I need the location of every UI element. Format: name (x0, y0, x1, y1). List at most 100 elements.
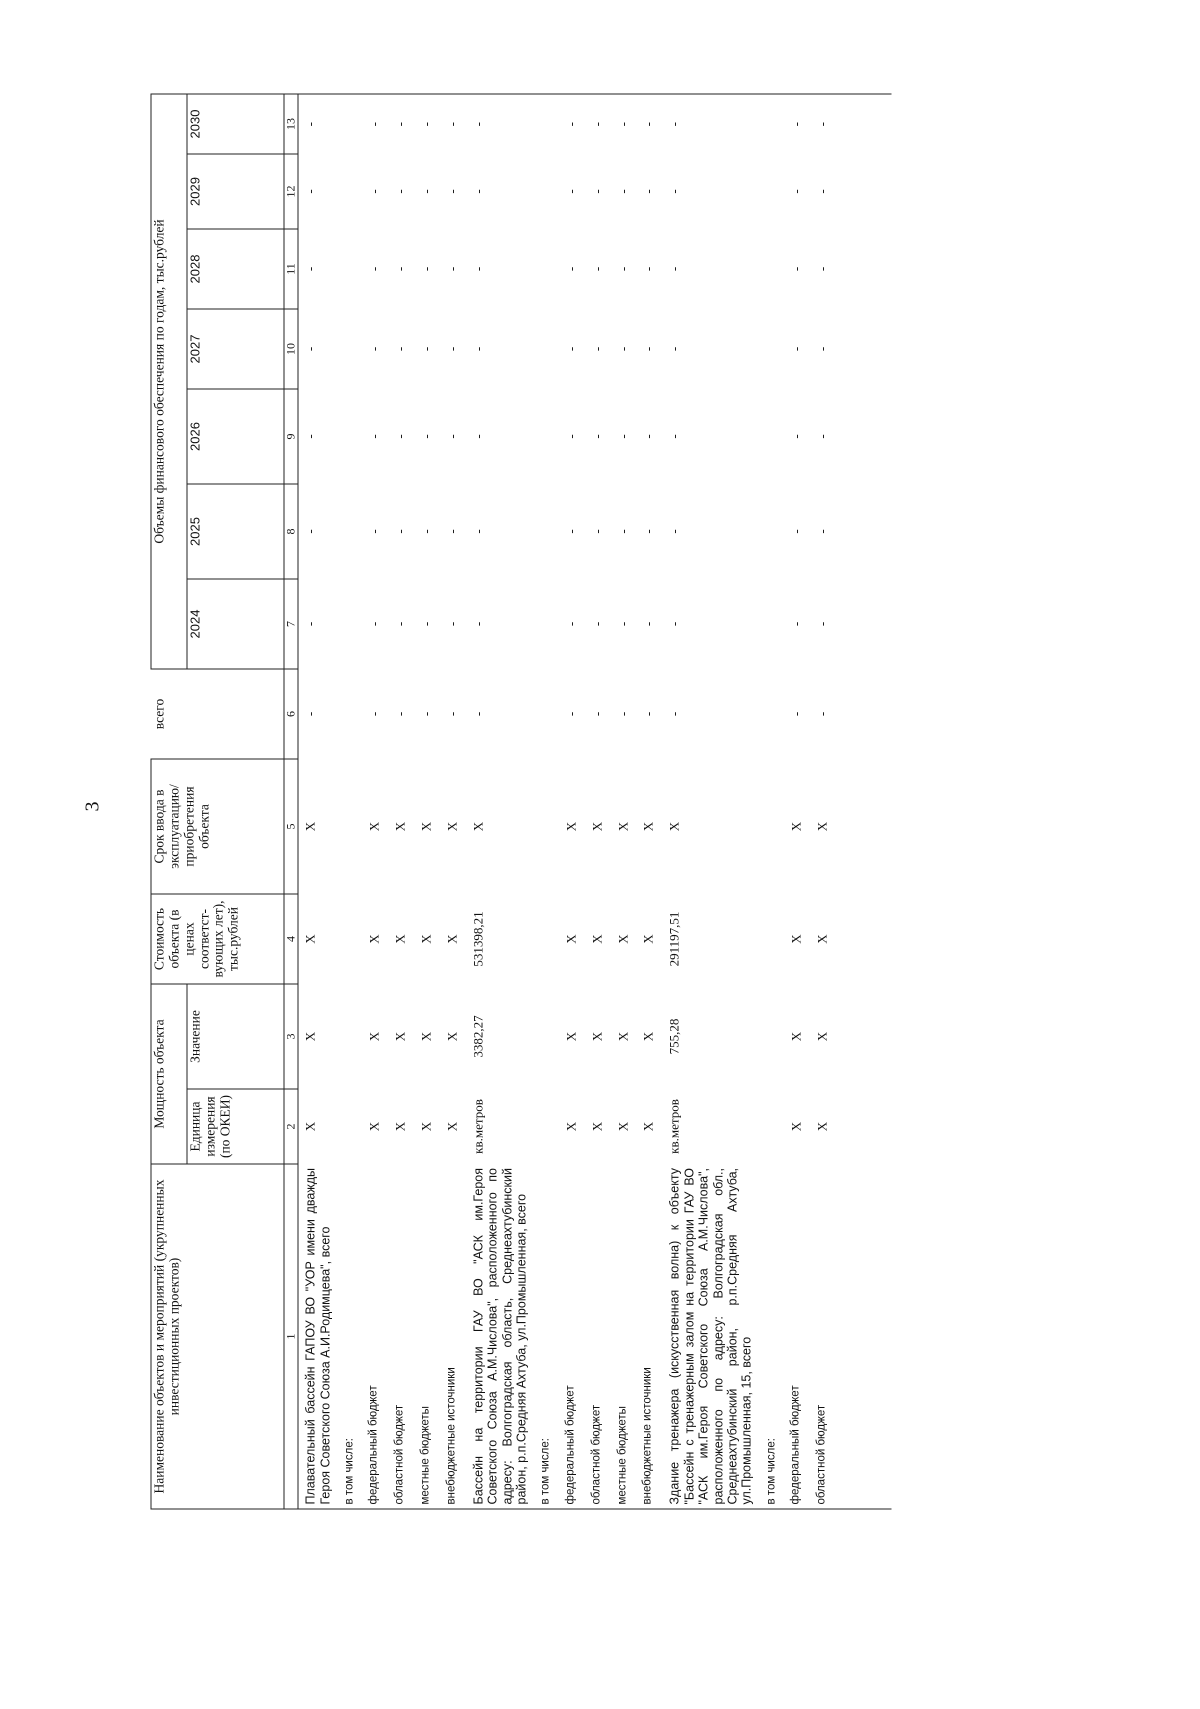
cell: - (615, 621, 630, 627)
row-name: областной бюджет (810, 1164, 892, 1509)
cell: X (589, 934, 605, 944)
cell: X (366, 1031, 382, 1042)
cell: X (563, 1031, 579, 1042)
cell: X (418, 1121, 434, 1132)
cell (535, 484, 559, 579)
cell: - (611, 93, 637, 154)
cell: - (366, 434, 382, 439)
table-row: внебюджетные источники X X X X - - - - - - - - (440, 93, 467, 1509)
cell (535, 389, 559, 484)
cell: 291197,51 (666, 911, 682, 967)
cell (338, 894, 362, 984)
cell: - (366, 621, 382, 627)
cell: X (392, 934, 408, 944)
cell: - (392, 434, 408, 439)
cell: - (589, 346, 605, 352)
cell: - (440, 93, 467, 154)
cell: X (418, 1031, 434, 1042)
cell: - (392, 266, 408, 272)
cell: - (615, 266, 630, 272)
cell: X (640, 1031, 656, 1042)
cell: - (444, 621, 460, 627)
cell (338, 484, 362, 579)
investment-objects-table: Наименование объектов и мероприятий (укр… (151, 93, 892, 1509)
column-number: 7 (284, 579, 299, 669)
table-row: местные бюджеты X X X X - - - - - - - - (611, 93, 637, 1509)
row-name: федеральный бюджет (784, 1164, 811, 1509)
column-number: 8 (284, 484, 299, 579)
cell (535, 759, 559, 894)
cell: - (366, 529, 382, 534)
table-row: Здание тренажера (искусственная волна) к… (662, 93, 761, 1509)
cell: - (640, 711, 656, 717)
cell: - (302, 434, 318, 439)
cell: X (589, 821, 605, 832)
cell: X (615, 1031, 630, 1042)
cell: X (615, 821, 630, 832)
cell: - (666, 434, 682, 439)
cell: - (814, 266, 830, 272)
cell: - (615, 346, 630, 352)
cell (338, 309, 362, 389)
cell: - (788, 621, 804, 627)
cell: X (444, 1121, 460, 1132)
header-year: 2024 (187, 579, 284, 669)
cell: - (814, 434, 830, 439)
cell: - (559, 93, 586, 154)
cell: - (662, 93, 761, 154)
cell: X (563, 934, 579, 944)
cell: - (640, 434, 656, 439)
table-row: Плавательный бассейн ГАПОУ ВО "УОР имени… (298, 93, 339, 1509)
cell (760, 309, 784, 389)
row-name: в том числе: (760, 1164, 785, 1509)
cell: - (444, 711, 460, 717)
cell: - (366, 711, 382, 717)
cell: - (640, 266, 656, 272)
cell (338, 759, 362, 894)
row-name: в том числе: (534, 1164, 560, 1509)
header-year: 2030 (187, 93, 284, 154)
cell: X (615, 1121, 630, 1132)
cell: X (302, 1031, 318, 1042)
cell (535, 669, 559, 759)
cell: X (444, 1031, 460, 1042)
cell: - (640, 189, 656, 194)
cell (535, 894, 559, 984)
cell: - (418, 189, 434, 194)
cell: X (444, 934, 460, 944)
header-year: 2025 (187, 484, 284, 579)
row-name: местные бюджеты (611, 1164, 637, 1509)
table-row: федеральный бюджет X X X X - - - - - - - - (362, 93, 389, 1509)
cell: - (814, 189, 830, 194)
header-total: всего (151, 669, 284, 759)
cell: - (615, 434, 630, 439)
cell: - (563, 621, 579, 627)
cell: - (418, 266, 434, 272)
cell: - (418, 346, 434, 352)
cell: X (788, 934, 804, 944)
cell: - (302, 711, 318, 717)
cell (535, 579, 559, 669)
cell: - (585, 93, 611, 154)
cell: X (814, 1121, 830, 1132)
cell: - (589, 189, 605, 194)
page-number: 3 (81, 801, 104, 812)
cell: - (444, 189, 460, 194)
cell: X (444, 821, 460, 832)
cell: - (302, 266, 318, 272)
cell: - (666, 711, 682, 717)
cell: X (392, 1121, 408, 1132)
row-name: федеральный бюджет (559, 1164, 586, 1509)
cell: - (298, 93, 339, 154)
row-name: Здание тренажера (искусственная волна) к… (662, 1164, 761, 1509)
cell: - (470, 621, 486, 627)
row-name: Бассейн на территории ГАУ ВО "АСК им.Гер… (466, 1164, 535, 1509)
cell: - (636, 93, 663, 154)
cell: - (788, 346, 804, 352)
cell (338, 669, 362, 759)
cell: - (366, 189, 382, 194)
cell: - (392, 711, 408, 717)
cell: - (302, 621, 318, 627)
cell (338, 389, 362, 484)
cell: - (563, 346, 579, 352)
